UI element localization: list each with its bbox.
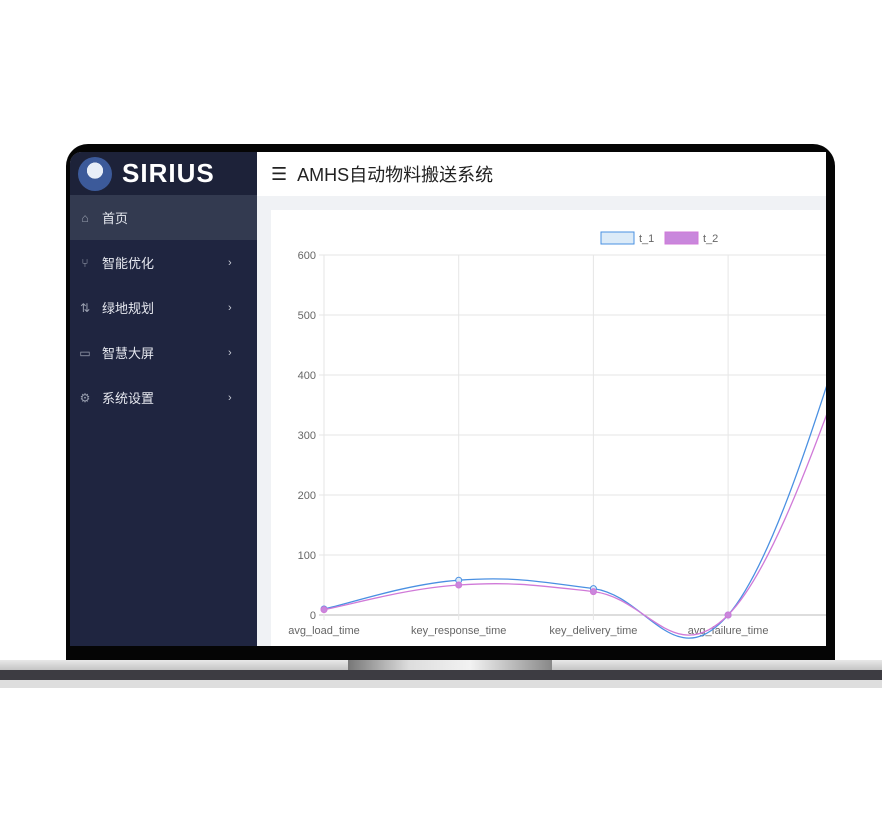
data-point-t_2 [724,611,732,619]
y-tick-label: 300 [298,430,316,442]
sidebar-item-greenland[interactable]: ⇅ 绿地规划 › [70,285,257,330]
home-icon: ⌂ [81,210,89,225]
chevron-right-icon: › [228,301,232,314]
app-screen: SIRIUS ⌂ 首页 ⑂ 智能优化 › ⇅ 绿地规划 › ▭ 智慧大屏 › ⚙ 系统设置 › ☰… [70,152,826,646]
line-chart: 0 100 200 300 400 500 600 avg_load_time key_resp… [288,231,826,639]
laptop-base-edge [0,670,882,680]
chart-card: 0 100 200 300 400 500 600 avg_load_time key_resp… [271,210,826,646]
sidebar-item-label: 系统设置 [102,391,155,406]
y-tick-label: 200 [298,490,316,502]
gear-icon: ⚙ [79,390,91,405]
header: ☰ AMHS自动物料搬送系统 [257,152,826,196]
x-tick-label: key_delivery_time [549,625,637,637]
series-line-t_2 [323,414,826,636]
sidebar-item-label: 智慧大屏 [102,346,155,361]
y-tick-label: 0 [310,610,316,622]
y-tick-label: 600 [298,250,316,262]
laptop-base-shadow [0,680,882,688]
x-tick-label: avg_load_time [288,625,360,637]
y-tick-label: 500 [298,310,316,322]
x-tick-label: key_response_time [411,625,506,637]
data-point-t_2 [320,606,328,614]
chevron-right-icon: › [228,391,232,404]
y-tick-label: 400 [298,370,316,382]
monitor-icon: ▭ [79,345,91,360]
sidebar-item-bigscreen[interactable]: ▭ 智慧大屏 › [70,330,257,375]
y-tick-label: 100 [298,550,316,562]
logo: SIRIUS [70,152,257,195]
chevron-right-icon: › [228,346,232,359]
legend-swatch-t_2 [664,231,699,245]
legend-swatch-t_1 [600,231,635,245]
legend-label-t_2: t_2 [703,233,718,245]
wolf-logo-icon [78,156,112,191]
sidebar: SIRIUS ⌂ 首页 ⑂ 智能优化 › ⇅ 绿地规划 › ▭ 智慧大屏 › ⚙ 系统设置 › [70,152,257,646]
data-point-t_2 [589,588,597,596]
pull-request-icon: ⇅ [79,300,91,315]
page-title: AMHS自动物料搬送系统 [297,165,494,185]
sidebar-item-label: 首页 [102,211,129,226]
chevron-right-icon: › [228,256,232,269]
laptop-notch [348,660,552,670]
data-point-t_2 [455,581,463,589]
logo-text: SIRIUS [122,158,215,188]
sidebar-item-label: 智能优化 [102,256,155,271]
hamburger-icon[interactable]: ☰ [271,163,288,184]
x-tick-label: avg_failure_time [688,625,769,637]
sidebar-item-label: 绿地规划 [102,301,155,316]
sidebar-item-settings[interactable]: ⚙ 系统设置 › [70,375,257,420]
sidebar-item-optimization[interactable]: ⑂ 智能优化 › [70,240,257,285]
branch-icon: ⑂ [81,255,89,270]
legend-label-t_1: t_1 [639,233,654,245]
sidebar-item-home[interactable]: ⌂ 首页 [70,195,257,240]
